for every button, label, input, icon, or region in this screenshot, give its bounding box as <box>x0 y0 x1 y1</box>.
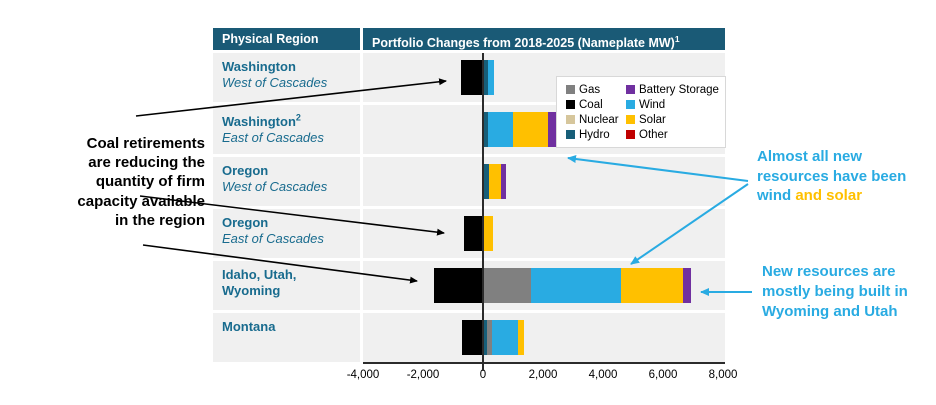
region-name: Washington <box>222 59 296 74</box>
bar-segment-solar <box>489 164 501 199</box>
bar-segment-hydro <box>483 60 488 95</box>
legend-label: Gas <box>579 83 601 96</box>
region-subtitle: West of Cascades <box>222 74 328 90</box>
region-label: Oregon East of Cascades <box>213 209 360 258</box>
region-label: Washington2 East of Cascades <box>213 105 360 154</box>
bar-segment-coal <box>462 320 483 355</box>
legend-swatch-wind <box>626 100 635 109</box>
region-label: Washington West of Cascades <box>213 53 360 102</box>
bar-segment-wind <box>492 320 518 355</box>
axis-tick-label: 6,000 <box>648 369 678 381</box>
axis-tick-label: 0 <box>479 369 487 381</box>
legend-item: Nuclear <box>566 114 626 126</box>
legend-item: Solar <box>626 114 723 126</box>
bar-segment-solar <box>483 216 493 251</box>
legend-item: Wind <box>626 99 723 111</box>
region-subtitle: East of Cascades <box>222 129 324 145</box>
portfolio-header-label: Portfolio Changes from 2018-2025 (Namepl… <box>372 36 675 51</box>
legend-label: Hydro <box>579 128 610 141</box>
axis-tick-label: -4,000 <box>346 369 380 381</box>
bar-segment-battery-storage <box>682 268 691 303</box>
legend-swatch-nuclear <box>566 115 575 124</box>
right-annotation-wind-solar: Almost all new resources have been wind … <box>757 147 935 206</box>
legend-swatch-gas <box>566 85 575 94</box>
region-name: Oregon <box>222 163 269 178</box>
annotation-line: resources have been <box>757 167 907 185</box>
axis-tick-label: 8,000 <box>708 369 738 381</box>
bar-segment-hydro <box>483 112 488 147</box>
chart-row-band <box>363 313 725 362</box>
legend-label: Coal <box>579 98 603 111</box>
bar-segment-battery-storage <box>547 112 557 147</box>
region-name: Idaho, Utah, Wyoming <box>222 267 297 298</box>
region-name: Oregon <box>222 215 269 230</box>
legend-label: Battery Storage <box>639 83 719 96</box>
legend-item: Gas <box>566 84 626 96</box>
x-axis-line <box>363 362 725 364</box>
legend-label: Other <box>639 128 668 141</box>
legend-swatch-solar <box>626 115 635 124</box>
bar-segment-coal <box>433 268 483 303</box>
bar-segment-gas <box>483 268 531 303</box>
legend-swatch-other <box>626 130 635 139</box>
bar-segment-coal <box>460 60 483 95</box>
legend-label: Nuclear <box>579 113 619 126</box>
region-label: Idaho, Utah, Wyoming <box>213 261 360 310</box>
bar-segment-gas <box>486 320 492 355</box>
left-annotation-coal-retirements: Coal retirements are reducing the quanti… <box>77 135 205 229</box>
annotation-line: Almost all new <box>757 148 863 165</box>
chart-legend: Gas Coal Nuclear Hydro Battery Storage Wind So… <box>556 76 726 148</box>
right-annotation-wyoming-utah: New resources are mostly being built in … <box>762 263 908 320</box>
axis-tick-label: -2,000 <box>406 369 440 381</box>
region-name: Montana <box>222 319 276 334</box>
bar-segment-solar <box>621 268 683 303</box>
and-solar-words: and solar <box>791 187 863 204</box>
bar-segment-solar <box>513 112 548 147</box>
chart-row-band <box>363 209 725 258</box>
chart-row-band <box>363 157 725 206</box>
bar-segment-wind <box>487 60 494 95</box>
legend-label: Wind <box>639 98 666 111</box>
region-subtitle: West of Cascades <box>222 178 328 194</box>
legend-item: Other <box>626 129 723 141</box>
region-subtitle: East of Cascades <box>222 230 324 246</box>
bar-segment-battery-storage <box>501 164 506 199</box>
wind-word: wind <box>757 187 792 204</box>
legend-swatch-hydro <box>566 130 575 139</box>
legend-swatch-coal <box>566 100 575 109</box>
table-header-physical-region: Physical Region <box>213 28 360 50</box>
axis-tick-label: 4,000 <box>588 369 618 381</box>
footnote-marker: 1 <box>674 34 680 44</box>
legend-item: Battery Storage <box>626 84 723 96</box>
bar-segment-wind <box>487 112 513 147</box>
bar-segment-solar <box>517 320 524 355</box>
legend-item: Hydro <box>566 129 626 141</box>
legend-swatch-battery-storage <box>626 85 635 94</box>
zero-axis-line <box>482 53 484 371</box>
table-header-portfolio-changes: Portfolio Changes from 2018-2025 (Namepl… <box>363 28 725 50</box>
bar-segment-hydro <box>483 320 487 355</box>
bar-segment-wind <box>531 268 621 303</box>
annotation-line: wind and solar <box>757 186 935 206</box>
region-label: Montana <box>213 313 360 362</box>
region-label: Oregon West of Cascades <box>213 157 360 206</box>
region-name: Washington2 <box>222 113 301 130</box>
bar-segment-coal <box>463 216 483 251</box>
physical-region-header-label: Physical Region <box>222 32 319 46</box>
legend-item: Coal <box>566 99 626 111</box>
bar-segment-hydro <box>483 164 489 199</box>
axis-tick-label: 2,000 <box>528 369 558 381</box>
legend-label: Solar <box>639 113 666 126</box>
